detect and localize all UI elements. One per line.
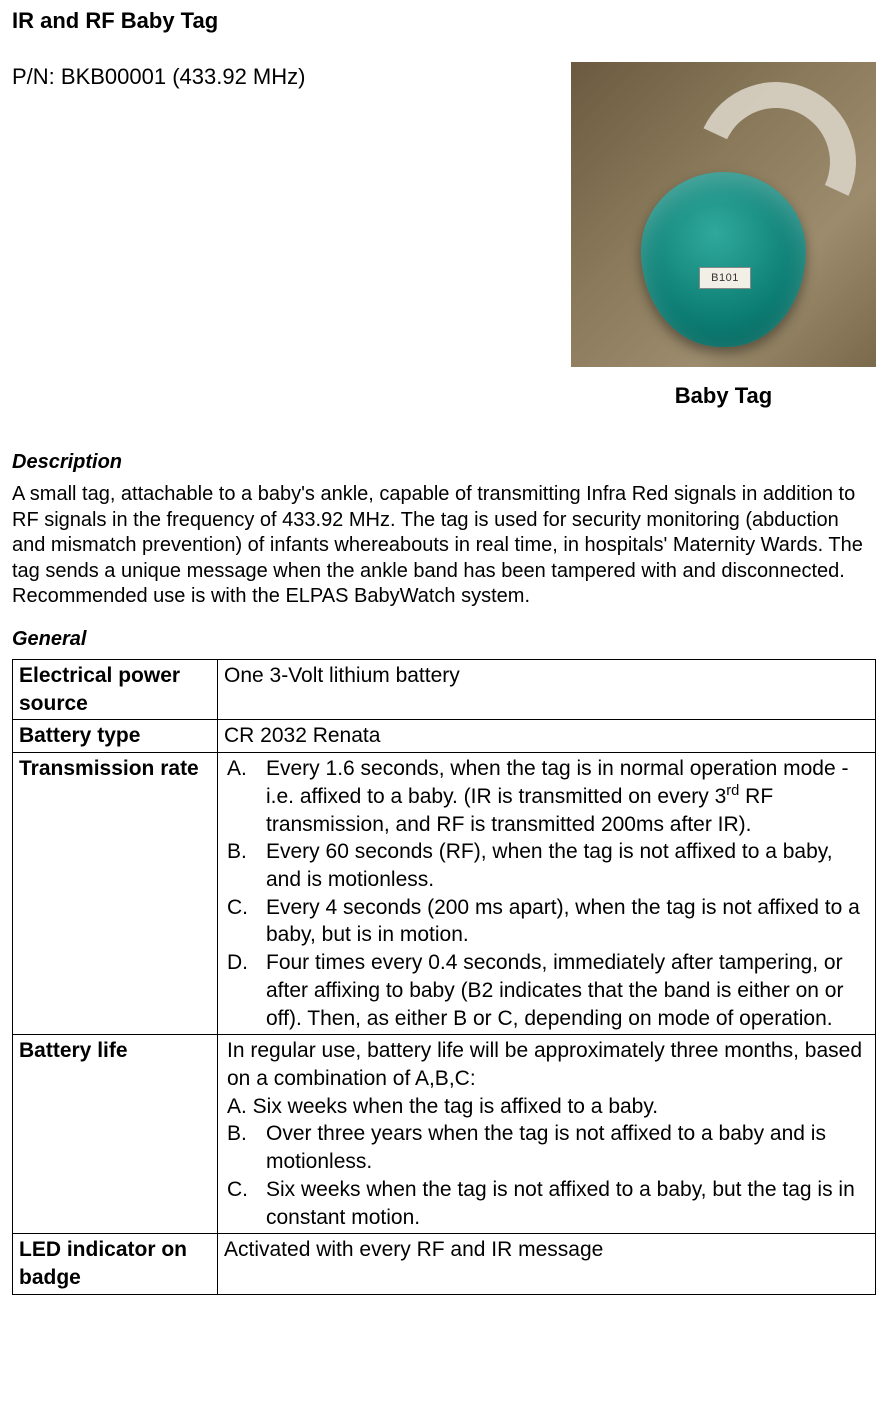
cell-value-led: Activated with every RF and IR message	[218, 1234, 876, 1294]
list-marker: C.	[227, 894, 248, 922]
list-marker: A.	[227, 755, 247, 783]
description-heading: Description	[12, 451, 876, 474]
list-item: C. Every 4 seconds (200 ms apart), when …	[224, 894, 869, 949]
transmission-list: A. Every 1.6 seconds, when the tag is in…	[224, 755, 869, 1032]
cell-label-battery-life: Battery life	[13, 1035, 218, 1234]
table-row: Transmission rate A. Every 1.6 seconds, …	[13, 753, 876, 1035]
cell-label-power-source: Electrical power source	[13, 659, 218, 719]
list-item: D. Four times every 0.4 seconds, immedia…	[224, 949, 869, 1032]
tag-sticker: B101	[699, 267, 751, 289]
product-figure: B101 Baby Tag	[571, 62, 876, 409]
list-item: B. Over three years when the tag is not …	[224, 1120, 869, 1175]
part-number: P/N: BKB00001 (433.92 MHz)	[12, 64, 305, 90]
table-row: Battery type CR 2032 Renata	[13, 720, 876, 753]
list-item: B. Every 60 seconds (RF), when the tag i…	[224, 838, 869, 893]
list-text: Six weeks when the tag is not affixed to…	[266, 1178, 855, 1229]
table-row: Battery life In regular use, battery lif…	[13, 1035, 876, 1234]
page: IR and RF Baby Tag P/N: BKB00001 (433.92…	[0, 0, 888, 1315]
tag-body-graphic	[641, 172, 806, 347]
list-marker: C.	[227, 1176, 248, 1204]
cell-label-transmission: Transmission rate	[13, 753, 218, 1035]
table-row: LED indicator on badge Activated with ev…	[13, 1234, 876, 1294]
general-table: Electrical power source One 3-Volt lithi…	[12, 659, 876, 1295]
cell-label-led: LED indicator on badge	[13, 1234, 218, 1294]
list-marker: D.	[227, 949, 248, 977]
list-text: Every 60 seconds (RF), when the tag is n…	[266, 840, 833, 891]
figure-caption: Baby Tag	[675, 383, 772, 409]
battery-life-intro: In regular use, battery life will be app…	[224, 1037, 869, 1092]
list-text: Every 1.6 seconds, when the tag is in no…	[266, 757, 848, 835]
general-heading: General	[12, 628, 876, 651]
list-text: Four times every 0.4 seconds, immediatel…	[266, 951, 843, 1029]
cell-label-battery-type: Battery type	[13, 720, 218, 753]
product-photo: B101	[571, 62, 876, 367]
cell-value-power-source: One 3-Volt lithium battery	[218, 659, 876, 719]
description-text: A small tag, attachable to a baby's ankl…	[12, 482, 876, 610]
battery-life-list: B. Over three years when the tag is not …	[224, 1120, 869, 1231]
cell-value-transmission: A. Every 1.6 seconds, when the tag is in…	[218, 753, 876, 1035]
battery-life-a: A. Six weeks when the tag is affixed to …	[224, 1093, 869, 1121]
list-item: C. Six weeks when the tag is not affixed…	[224, 1176, 869, 1231]
list-item: A. Every 1.6 seconds, when the tag is in…	[224, 755, 869, 838]
cell-value-battery-life: In regular use, battery life will be app…	[218, 1035, 876, 1234]
list-text: Over three years when the tag is not aff…	[266, 1122, 826, 1173]
cell-value-battery-type: CR 2032 Renata	[218, 720, 876, 753]
header-row: P/N: BKB00001 (433.92 MHz) B101 Baby Tag	[12, 62, 876, 409]
table-row: Electrical power source One 3-Volt lithi…	[13, 659, 876, 719]
list-text: Every 4 seconds (200 ms apart), when the…	[266, 896, 860, 947]
page-title: IR and RF Baby Tag	[12, 8, 876, 34]
list-marker: B.	[227, 838, 247, 866]
list-marker: B.	[227, 1120, 247, 1148]
